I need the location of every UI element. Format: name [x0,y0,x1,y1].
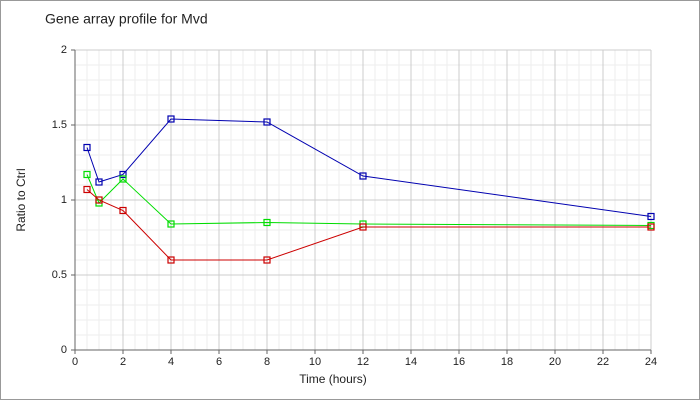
x-tick-label: 20 [549,356,561,368]
point-marker [119,170,127,179]
point-marker [83,170,91,179]
y-axis-title: Ratio to Ctrl [14,168,28,231]
series-line [86,118,652,217]
point-marker [263,218,271,227]
point-marker [647,223,655,231]
point-marker [263,256,271,264]
point-marker [119,175,127,183]
x-tick-label: 4 [168,356,174,368]
point-marker [119,206,127,215]
x-tick-label: 22 [597,356,609,368]
series-line [86,189,651,261]
point-marker [83,143,91,152]
x-tick-label: 2 [120,356,126,368]
x-tick-label: 0 [72,356,78,368]
x-tick-label: 12 [357,356,369,368]
y-tick-label: 0.5 [52,269,67,281]
point-marker [95,196,103,204]
point-marker [167,220,175,228]
x-tick-label: 16 [453,356,465,368]
point-marker [359,223,367,231]
y-tick-label: 0 [61,344,67,356]
chart-title: Gene array profile for Mvd [45,11,208,27]
x-tick-label: 14 [405,356,417,368]
point-marker [359,172,367,180]
point-marker [263,118,271,126]
x-tick-label: 24 [645,356,657,368]
y-tick-label: 1 [61,194,67,206]
x-tick-label: 8 [264,356,270,368]
point-marker [83,185,91,194]
point-marker [167,256,175,264]
x-tick-label: 6 [216,356,222,368]
x-axis-title: Time (hours) [299,372,367,386]
point-marker [647,212,655,221]
point-marker [167,115,175,123]
x-tick-label: 10 [309,356,321,368]
y-tick-label: 1.5 [52,119,67,131]
y-tick-label: 2 [61,44,67,56]
point-marker [95,178,103,186]
x-tick-label: 18 [501,356,513,368]
